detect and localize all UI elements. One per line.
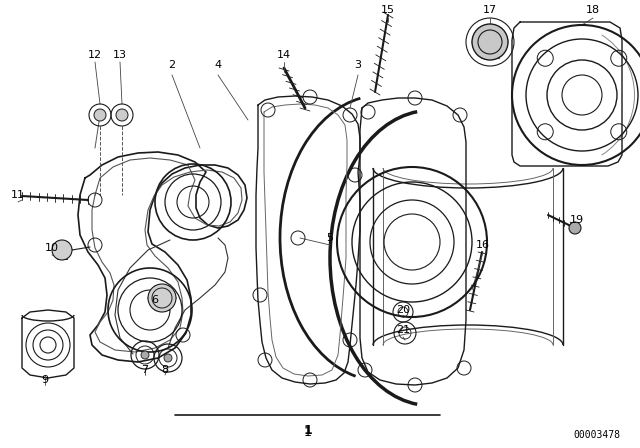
Text: 6: 6	[152, 295, 159, 305]
Text: 1: 1	[304, 426, 312, 439]
Circle shape	[116, 109, 128, 121]
Circle shape	[141, 351, 149, 359]
Text: 14: 14	[277, 50, 291, 60]
Text: 19: 19	[570, 215, 584, 225]
Text: 9: 9	[42, 375, 49, 385]
Circle shape	[472, 24, 508, 60]
Text: 2: 2	[168, 60, 175, 70]
Circle shape	[148, 284, 176, 312]
Text: 8: 8	[161, 365, 168, 375]
Text: 00003478: 00003478	[573, 430, 620, 440]
Text: 4: 4	[214, 60, 221, 70]
Text: 15: 15	[381, 5, 395, 15]
Text: 18: 18	[586, 5, 600, 15]
Text: 16: 16	[476, 240, 490, 250]
Text: 11: 11	[11, 190, 25, 200]
Text: 3: 3	[355, 60, 362, 70]
Circle shape	[569, 222, 581, 234]
Text: 21: 21	[396, 325, 410, 335]
Text: 10: 10	[45, 243, 59, 253]
Text: 13: 13	[113, 50, 127, 60]
Text: 1: 1	[303, 423, 312, 436]
Text: 5: 5	[326, 233, 333, 243]
Circle shape	[52, 240, 72, 260]
Circle shape	[94, 109, 106, 121]
Text: 7: 7	[141, 365, 148, 375]
Text: 12: 12	[88, 50, 102, 60]
Text: 20: 20	[396, 305, 410, 315]
Circle shape	[164, 354, 172, 362]
Text: 17: 17	[483, 5, 497, 15]
